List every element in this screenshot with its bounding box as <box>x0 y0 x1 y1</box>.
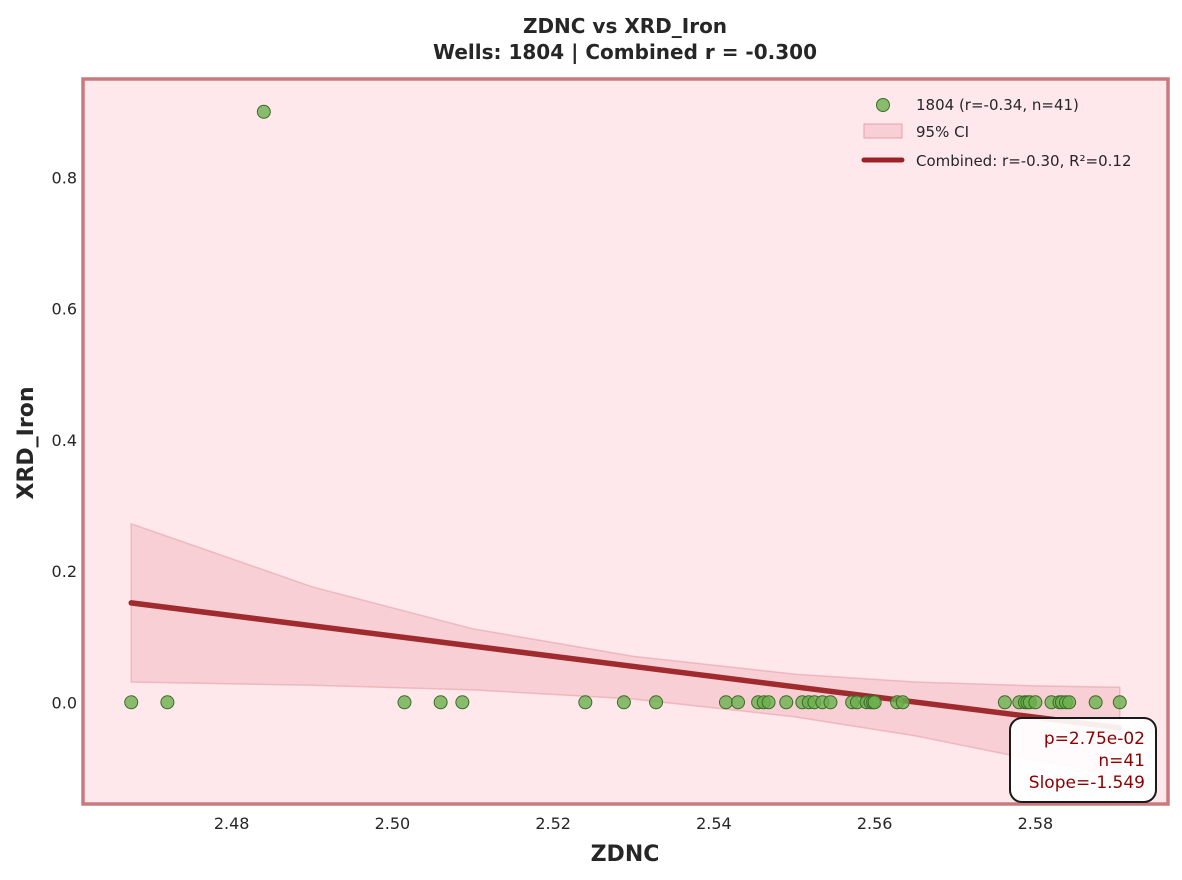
chart-subtitle: Wells: 1804 | Combined r = -0.300 <box>433 40 817 64</box>
scatter-point <box>256 104 271 119</box>
scatter-point <box>397 695 412 710</box>
scatter-point <box>1028 695 1043 710</box>
legend: 1804 (r=-0.34, n=41) 95% CI Combined: r=… <box>861 96 1132 170</box>
x-tick-label: 2.58 <box>1018 814 1054 833</box>
stats-box: p=2.75e-02 n=41 Slope=-1.549 <box>1009 717 1157 803</box>
chart-title: ZDNC vs XRD_Iron <box>523 14 727 38</box>
regression-line <box>128 600 1123 731</box>
legend-label-ci: 95% CI <box>916 123 969 141</box>
legend-marker-ci <box>863 123 903 139</box>
scatter-point <box>433 695 448 710</box>
scatter-point <box>578 695 593 710</box>
stats-slope: Slope=-1.549 <box>1029 773 1145 793</box>
x-axis-ticks: 2.48 2.50 2.52 2.54 2.56 2.58 <box>214 814 1053 833</box>
y-axis-label: XRD_Iron <box>14 387 39 500</box>
x-axis-label: ZDNC <box>591 842 660 867</box>
legend-label-line: Combined: r=-0.30, R²=0.12 <box>916 152 1132 170</box>
scatter-point <box>124 695 139 710</box>
y-axis-ticks: 0.0 0.2 0.4 0.6 0.8 <box>52 168 77 712</box>
x-tick-label: 2.54 <box>696 814 732 833</box>
regression-line-layer <box>128 600 1123 731</box>
y-tick-label: 0.2 <box>52 562 77 581</box>
scatter-point <box>823 695 838 710</box>
scatter-point <box>761 695 776 710</box>
scatter-point <box>731 695 746 710</box>
stats-box-frame <box>1009 717 1157 803</box>
x-tick-label: 2.48 <box>214 814 250 833</box>
scatter-point <box>895 695 910 710</box>
legend-marker-scatter <box>876 98 890 112</box>
y-tick-label: 0.8 <box>52 168 77 187</box>
scatter-points-layer <box>124 104 1127 710</box>
legend-label-scatter: 1804 (r=-0.34, n=41) <box>916 96 1079 114</box>
scatter-point <box>616 695 631 710</box>
scatter-point <box>779 695 794 710</box>
stats-n: n=41 <box>1098 751 1145 771</box>
x-tick-label: 2.56 <box>857 814 893 833</box>
x-tick-label: 2.50 <box>375 814 411 833</box>
scatter-point <box>455 695 470 710</box>
stats-p-value: p=2.75e-02 <box>1044 729 1145 749</box>
scatter-point <box>997 695 1012 710</box>
x-tick-label: 2.52 <box>535 814 571 833</box>
y-tick-label: 0.0 <box>52 693 77 712</box>
scatter-point <box>1088 695 1103 710</box>
scatter-point <box>1112 695 1127 710</box>
plot-area <box>83 79 1168 804</box>
scatter-point <box>867 695 882 710</box>
scatter-point <box>649 695 664 710</box>
scatter-point <box>1062 695 1077 710</box>
scatter-point <box>718 695 733 710</box>
scatter-point <box>160 695 175 710</box>
y-tick-label: 0.4 <box>52 431 77 450</box>
y-tick-label: 0.6 <box>52 300 77 319</box>
plot-border <box>81 77 1170 806</box>
